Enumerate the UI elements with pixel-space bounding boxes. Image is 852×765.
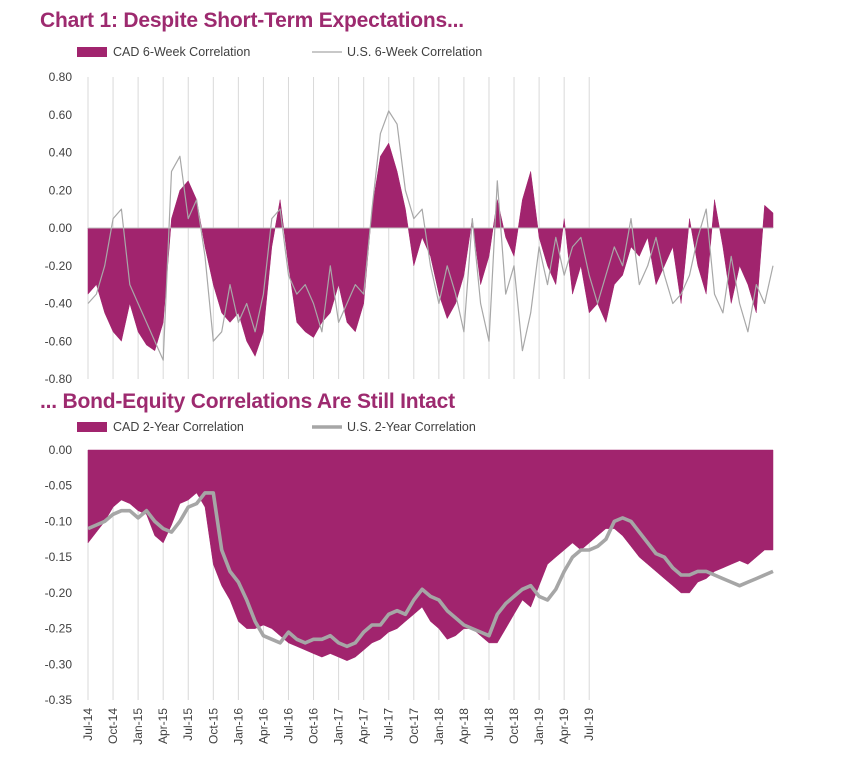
cad-area-series: [87, 449, 774, 661]
legend-label-us: U.S. 6-Week Correlation: [347, 45, 482, 59]
x-tick-label: Jan-19: [532, 708, 546, 745]
legend-label-us: U.S. 2-Year Correlation: [347, 420, 476, 434]
x-tick-label: Oct-15: [206, 708, 220, 744]
x-tick-label: Oct-17: [407, 708, 421, 744]
chart2-title: ... Bond-Equity Correlations Are Still I…: [40, 390, 455, 413]
x-tick-label: Apr-17: [357, 708, 371, 744]
x-tick-label: Jul-14: [81, 708, 95, 741]
y-tick-label: 0.40: [49, 146, 73, 160]
y-tick-label: -0.30: [45, 657, 73, 671]
y-tick-label: -0.05: [45, 479, 73, 493]
y-tick-label: 0.00: [49, 443, 73, 457]
y-tick-label: -0.10: [45, 514, 73, 528]
y-tick-label: 0.00: [49, 221, 73, 235]
y-tick-label: 0.80: [49, 70, 73, 84]
x-tick-label: Jan-18: [432, 708, 446, 745]
legend-label-cad: CAD 6-Week Correlation: [113, 45, 250, 59]
legend-label-cad: CAD 2-Year Correlation: [113, 420, 244, 434]
x-tick-label: Apr-15: [156, 708, 170, 744]
chart1-title: Chart 1: Despite Short-Term Expectations…: [40, 9, 464, 32]
y-tick-label: -0.20: [45, 586, 73, 600]
x-tick-label: Jul-19: [582, 708, 596, 741]
x-tick-label: Jan-15: [131, 708, 145, 745]
x-tick-label: Oct-18: [507, 708, 521, 744]
y-tick-label: -0.60: [45, 334, 73, 348]
y-tick-label: -0.80: [45, 372, 73, 386]
y-tick-label: -0.25: [45, 622, 73, 636]
chart-1: 0.80 0.60 0.40 0.20 0.00 -0.20 -0.40 -0.60 -0.80…: [45, 45, 774, 386]
y-tick-label: -0.15: [45, 550, 73, 564]
x-tick-label: Apr-18: [457, 708, 471, 744]
x-tick-label: Jan-17: [332, 708, 346, 745]
x-tick-label: Jul-18: [482, 708, 496, 741]
y-tick-label: 0.60: [49, 108, 73, 122]
x-tick-label: Oct-14: [106, 708, 120, 744]
x-tick-label: Apr-19: [557, 708, 571, 744]
x-tick-label: Jul-17: [382, 708, 396, 741]
y-tick-label: -0.20: [45, 259, 73, 273]
x-tick-label: Oct-16: [307, 708, 321, 744]
y-tick-label: 0.20: [49, 183, 73, 197]
x-tick-label: Jul-15: [181, 708, 195, 741]
x-tick-label: Jul-16: [281, 708, 295, 741]
legend-swatch-cad: [77, 47, 107, 57]
x-tick-label: Apr-16: [256, 708, 270, 744]
legend-swatch-cad: [77, 422, 107, 432]
x-tick-label: Jan-16: [231, 708, 245, 745]
y-tick-label: -0.35: [45, 693, 73, 707]
y-tick-label: -0.40: [45, 297, 73, 311]
